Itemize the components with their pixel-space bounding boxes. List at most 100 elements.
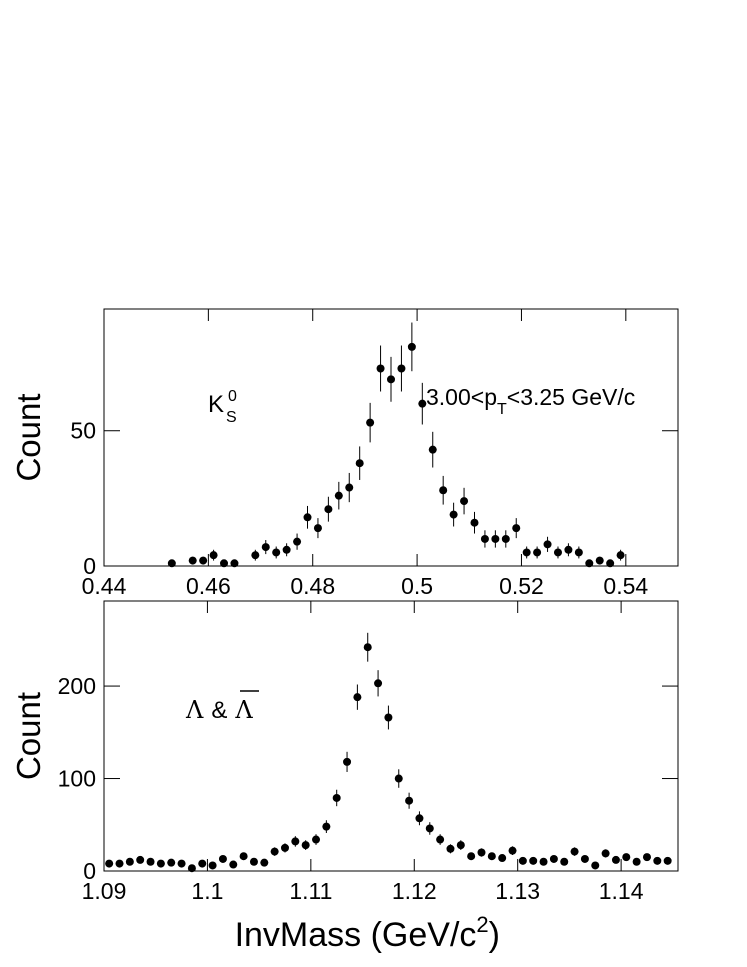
data-point — [449, 510, 458, 519]
x-tick-label: 0.52 — [499, 573, 544, 599]
data-point — [167, 858, 176, 867]
data-point — [467, 852, 476, 861]
x-tick-label: 0.54 — [603, 573, 648, 599]
particle-sub: S — [226, 409, 237, 426]
data-point — [642, 853, 651, 862]
y-axis-label: Count — [10, 393, 47, 481]
data-point — [460, 497, 469, 506]
x-axis-label: InvMass (GeV/c2) — [235, 912, 500, 954]
y-tick-label: 0 — [83, 858, 96, 884]
data-point — [418, 399, 427, 408]
data-point — [564, 545, 573, 554]
data-point — [522, 548, 531, 557]
xlabel-pre: InvMass (GeV/c — [235, 916, 477, 954]
data-point — [480, 534, 489, 543]
data-point — [324, 505, 333, 514]
y-tick-label: 200 — [58, 673, 96, 699]
data-point — [334, 491, 343, 500]
data-point — [270, 847, 279, 856]
data-point — [220, 559, 229, 568]
data-point — [491, 534, 500, 543]
x-tick-label: 1.13 — [495, 878, 540, 904]
data-point — [622, 853, 631, 862]
data-point — [343, 757, 352, 766]
data-point — [477, 848, 486, 857]
particle-label: Λ & Λ — [185, 696, 253, 724]
particle-sup: 0 — [228, 388, 237, 405]
range-sub: T — [497, 401, 507, 418]
data-point — [560, 857, 569, 866]
data-point — [282, 545, 291, 554]
data-point — [436, 835, 445, 844]
x-tick-label: 0.5 — [401, 573, 433, 599]
data-point — [570, 847, 579, 856]
particle-base: K — [208, 391, 224, 418]
data-point — [501, 534, 510, 543]
data-point — [167, 559, 176, 568]
data-point — [322, 822, 331, 831]
range-post: <3.25 GeV/c — [507, 384, 636, 410]
data-point — [187, 864, 196, 873]
data-point — [415, 814, 424, 823]
y-tick-label: 50 — [70, 418, 96, 444]
data-point — [208, 861, 217, 870]
data-point — [218, 854, 227, 863]
x-tick-label: 0.48 — [290, 573, 335, 599]
data-point — [345, 483, 354, 492]
data-point — [446, 844, 455, 853]
data-point — [230, 559, 239, 568]
data-point — [456, 841, 465, 850]
data-point — [376, 364, 385, 373]
x-tick-label: 0.46 — [186, 573, 231, 599]
data-point — [529, 856, 538, 865]
data-point — [136, 855, 145, 864]
data-point — [498, 854, 507, 863]
xlabel-post: ) — [489, 916, 500, 954]
data-point — [601, 849, 610, 858]
data-point — [487, 852, 496, 861]
data-point — [616, 551, 625, 560]
data-point — [539, 857, 548, 866]
data-point — [313, 524, 322, 533]
data-point — [301, 841, 310, 850]
data-point — [156, 859, 165, 868]
data-point — [585, 559, 594, 568]
data-point — [439, 486, 448, 495]
data-point — [105, 859, 114, 868]
data-point — [303, 513, 312, 522]
data-point — [115, 859, 124, 868]
data-point — [209, 551, 218, 560]
x-tick-label: 1.1 — [191, 878, 223, 904]
data-point — [663, 856, 672, 865]
data-point — [387, 375, 395, 384]
data-point — [543, 540, 552, 549]
data-point — [591, 861, 600, 870]
data-point — [353, 693, 362, 702]
data-point — [606, 559, 615, 568]
data-point — [611, 855, 620, 864]
data-point — [574, 548, 583, 557]
data-point — [188, 556, 197, 565]
data-point — [199, 556, 208, 565]
data-point — [312, 835, 321, 844]
data-point — [394, 774, 403, 783]
data-point — [374, 679, 383, 688]
data-point — [249, 857, 258, 866]
data-point — [512, 524, 521, 533]
plot-frame — [103, 600, 679, 872]
ampersand: & — [211, 697, 227, 724]
data-point — [229, 860, 238, 869]
data-point — [384, 713, 393, 722]
data-point — [291, 837, 300, 846]
data-point — [280, 843, 289, 852]
data-point — [363, 643, 372, 652]
x-tick-label: 0.44 — [82, 573, 127, 599]
data-point — [425, 824, 434, 833]
data-point — [632, 857, 641, 866]
data-point — [549, 854, 558, 863]
data-point — [397, 364, 406, 373]
data-point — [261, 543, 270, 552]
y-tick-label: 100 — [58, 766, 96, 792]
anti-lambda: Λ — [234, 696, 253, 724]
